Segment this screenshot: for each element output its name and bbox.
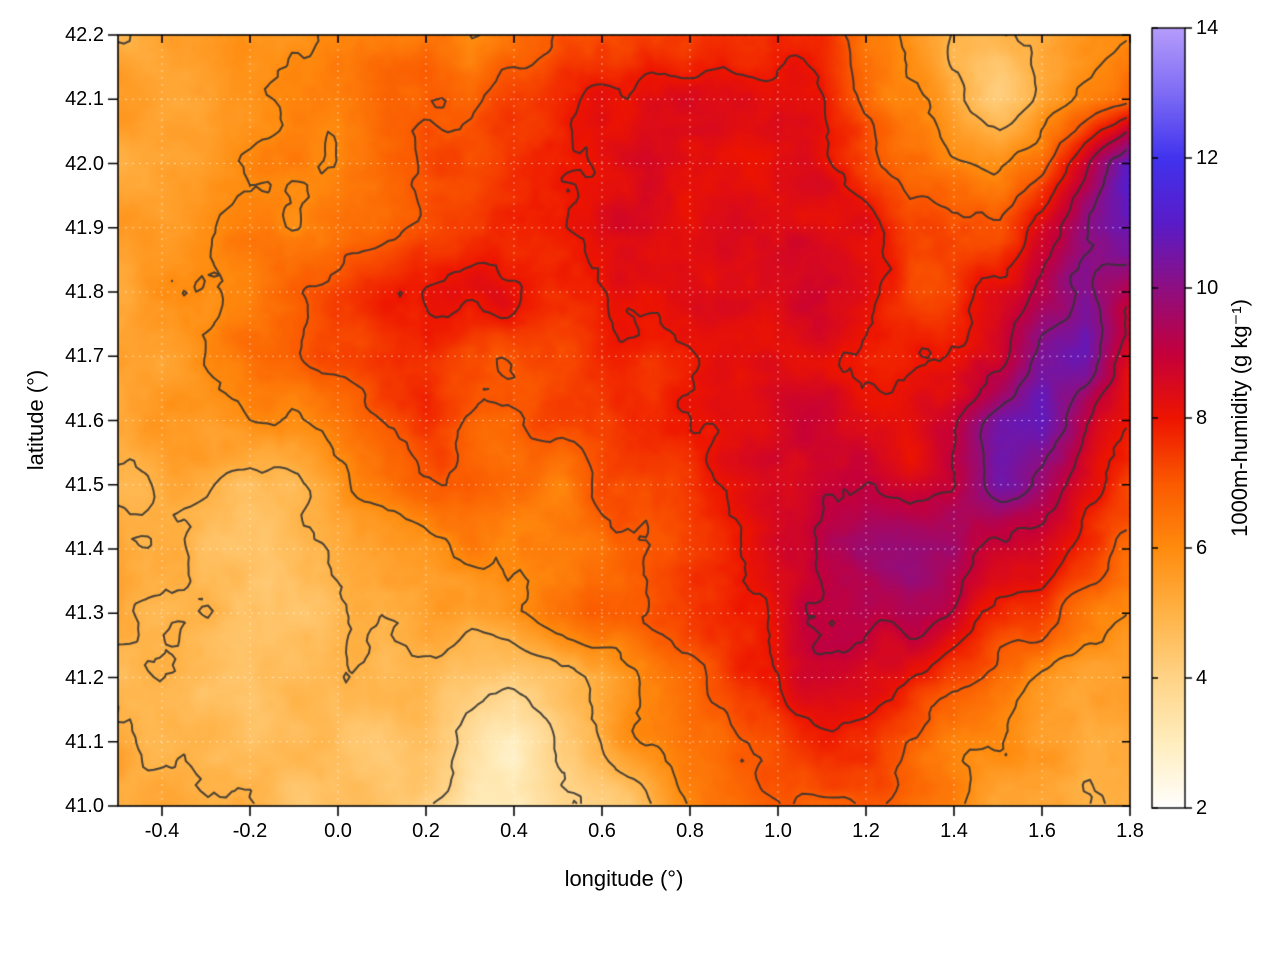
colorbar-tick-label: 2 [1196,797,1208,819]
colorbar-label: 1000m-humidity (g kg⁻¹) [1227,299,1252,537]
y-tick-label: 41.0 [65,795,104,817]
y-tick-label: 41.7 [65,345,104,368]
colorbar-tick-label: 8 [1196,407,1208,429]
x-tick-label: 1.6 [1028,820,1056,842]
x-tick-label: 1.0 [764,820,792,842]
colorbar-tick-label: 10 [1196,277,1219,299]
x-tick-label: 1.8 [1116,820,1144,842]
x-tick-label: -0.4 [144,820,180,842]
x-tick-label: -0.2 [232,820,268,842]
y-tick-label: 42.1 [65,88,104,111]
y-tick-label: 41.9 [65,216,104,239]
x-tick-label: 0.4 [500,820,528,842]
y-tick-label: 41.1 [65,730,104,753]
x-tick-label: 0.0 [324,820,352,842]
x-tick-label: 0.2 [412,820,440,842]
colorbar-tick-label: 12 [1196,147,1219,169]
colorbar-tick-label: 14 [1196,17,1219,39]
x-tick-label: 1.2 [852,820,880,842]
colorbar-tick-label: 4 [1196,667,1208,689]
x-tick-label: 1.4 [940,820,968,842]
y-tick-label: 41.6 [65,409,104,432]
y-tick-label: 41.2 [65,666,104,689]
y-tick-label: 42.2 [65,24,104,46]
y-tick-label: 41.4 [65,538,104,560]
y-tick-label: 41.5 [65,473,104,496]
y-tick-label: 41.8 [65,281,104,303]
y-tick-label: 42.0 [65,152,104,175]
x-axis-label: longitude (°) [564,866,684,891]
x-tick-label: 0.8 [676,820,704,842]
y-tick-label: 41.3 [65,602,104,625]
x-tick-label: 0.6 [588,820,616,842]
colorbar-tick-label: 6 [1196,537,1208,559]
